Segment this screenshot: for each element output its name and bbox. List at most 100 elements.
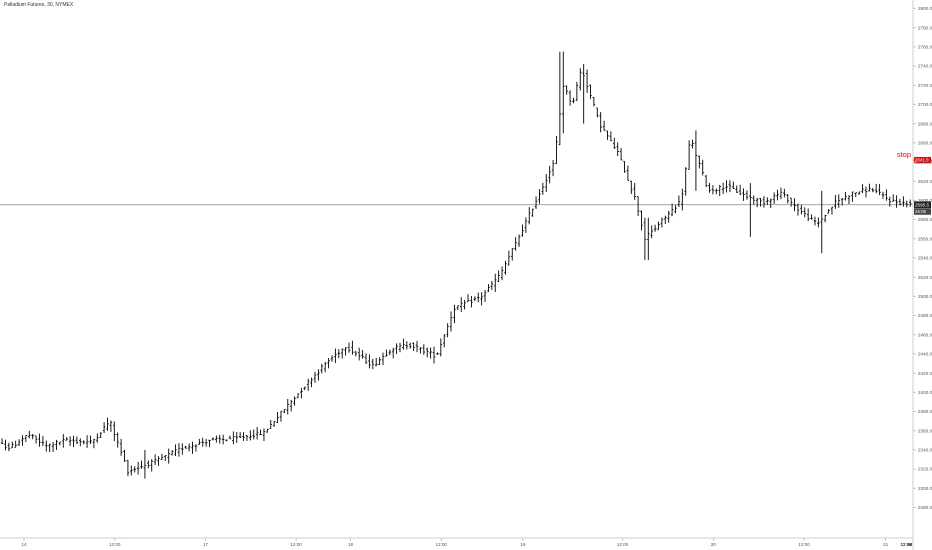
ohlc-bar [660, 217, 664, 228]
x-tick-label: 27 [907, 542, 913, 547]
ohlc-bar [548, 165, 551, 184]
ohlc-bar [595, 107, 599, 118]
ohlc-bar [388, 349, 392, 356]
ohlc-bar [272, 421, 276, 427]
ohlc-bar [592, 97, 596, 107]
ohlc-bar [534, 196, 538, 209]
ohlc-bar [840, 197, 844, 206]
ohlc-bar [544, 174, 548, 192]
y-tick-label: 2680.0 [918, 121, 932, 126]
ohlc-bar [320, 363, 324, 374]
ohlc-bar [402, 338, 405, 350]
ohlc-bar [742, 188, 745, 201]
ohlc-bar [317, 369, 320, 381]
y-tick-label: 2500.0 [918, 294, 932, 299]
ohlc-bar [704, 174, 708, 187]
ohlc-bar [902, 196, 905, 207]
y-tick-label: 2640.0 [918, 160, 932, 165]
ohlc-bar [133, 466, 137, 473]
ohlc-bar [425, 347, 429, 358]
ohlc-bar [300, 387, 303, 399]
stop-price-badge [914, 156, 931, 164]
ohlc-bar [857, 191, 861, 195]
x-tick-label: 26 [907, 542, 913, 547]
ohlc-bar [861, 184, 864, 194]
ohlc-bar [473, 296, 477, 302]
ohlc-bar [323, 361, 327, 373]
ohlc-bar [694, 130, 698, 191]
ohlc-bar [276, 411, 279, 423]
ohlc-bar [759, 198, 762, 207]
y-tick-label: 2800.0 [918, 6, 932, 11]
ohlc-bar [504, 260, 507, 275]
ohlc-bar [602, 120, 606, 131]
ohlc-bar [102, 422, 106, 434]
ohlc-bar [837, 194, 841, 208]
ohlc-bar [85, 435, 89, 448]
ohlc-bar [344, 346, 347, 356]
ohlc-bar [514, 237, 517, 251]
ohlc-bar [68, 436, 72, 447]
ohlc-bar [575, 81, 579, 102]
x-tick-label: 12:00 [901, 542, 913, 547]
ohlc-bar [881, 191, 885, 199]
ohlc-bar [905, 200, 909, 208]
ohlc-bar [14, 440, 17, 448]
x-tick-label: 18 [348, 542, 354, 547]
y-tick-label: 2400.0 [918, 390, 932, 395]
ohlc-bar [667, 210, 671, 223]
ohlc-bar [405, 341, 409, 350]
ohlc-bar [480, 292, 483, 306]
x-tick-label: 25 [907, 542, 913, 547]
ohlc-bar [725, 180, 728, 193]
ohlc-bar [147, 460, 150, 469]
ohlc-bar [123, 449, 126, 462]
ohlc-bar [245, 435, 249, 441]
ohlc-bar [834, 194, 837, 209]
ohlc-bar [796, 203, 800, 216]
ohlc-bar [395, 343, 398, 355]
ohlc-bar [527, 207, 531, 225]
ohlc-bar [616, 142, 619, 156]
ohlc-bar [497, 270, 500, 282]
ohlc-bar [89, 435, 92, 445]
ohlc-bar [357, 347, 361, 361]
ohlc-bar [262, 428, 266, 441]
y-tick-label: 2280.0 [918, 505, 932, 510]
ohlc-bar [446, 323, 449, 338]
ohlc-bar [612, 137, 616, 149]
y-tick-label: 2580.0 [918, 217, 932, 222]
ohlc-bar [51, 441, 55, 452]
ohlc-bar [670, 203, 674, 217]
y-tick-label: 2600.0 [918, 198, 932, 203]
ohlc-bar [476, 292, 480, 303]
ohlc-bar [793, 198, 796, 212]
ohlc-bar [92, 438, 96, 449]
ohlc-bar [745, 190, 749, 200]
ohlc-bar [813, 216, 817, 226]
ohlc-bar [507, 250, 511, 266]
ohlc-bar [391, 347, 395, 359]
ohlc-bar [412, 342, 415, 352]
ohlc-bar [385, 349, 388, 357]
stop-label: stop [897, 150, 911, 159]
ohlc-bar [113, 421, 116, 442]
ohlc-bar [398, 342, 402, 353]
y-tick-label: 2560.0 [918, 236, 932, 241]
ohlc-bar [490, 280, 494, 290]
ohlc-bar [487, 284, 490, 292]
ohlc-bar [283, 408, 286, 414]
ohlc-bar [347, 342, 351, 353]
x-tick-label: 12:00 [435, 542, 447, 547]
y-tick-label: 2340.0 [918, 448, 932, 453]
ohlc-bar [582, 64, 585, 124]
ohlc-bar [643, 217, 647, 260]
ohlc-bar [194, 444, 198, 452]
stop-price-label: 2641.0 [915, 158, 929, 163]
ohlc-bar [95, 433, 99, 443]
ohlc-bar [177, 443, 181, 457]
ohlc-bar [38, 433, 41, 447]
ohlc-bar [198, 438, 201, 445]
